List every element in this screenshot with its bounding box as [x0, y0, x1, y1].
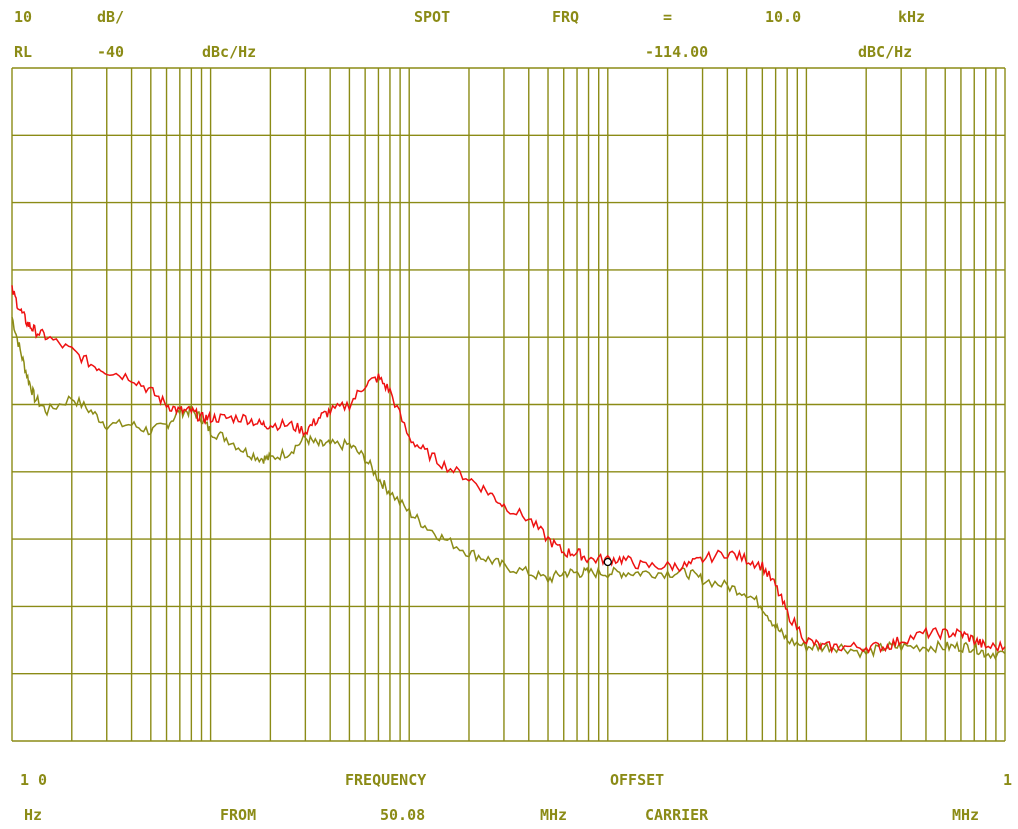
spot-label: SPOT [414, 8, 451, 26]
ref-level-value: -40 [97, 43, 125, 61]
spot-frequency: 10.0 [765, 8, 802, 26]
start-frequency: 1 0 [20, 771, 48, 789]
frq-label: FRQ [552, 8, 580, 26]
plot-markers [603, 557, 612, 567]
ref-level-label: RL [14, 43, 33, 61]
spot-marker [603, 557, 612, 567]
trace-olive [11, 316, 1006, 661]
equals-sign: = [663, 8, 673, 26]
marker-readout: -114.00 [645, 43, 709, 61]
frequency-label: FREQUENCY [345, 771, 427, 789]
from-label: FROM [220, 806, 257, 824]
trace-red [11, 285, 1006, 654]
ref-level-unit: dBc/Hz [202, 43, 257, 61]
stop-frequency: 1 [1003, 771, 1013, 789]
plot-grid [11, 67, 1006, 742]
start-frequency-unit: Hz [24, 806, 43, 824]
carrier-label: CARRIER [645, 806, 709, 824]
carrier-frequency: 50.08 [380, 806, 426, 824]
carrier-frequency-unit: MHz [540, 806, 568, 824]
stop-frequency-unit: MHz [952, 806, 980, 824]
marker-readout-unit: dBC/Hz [858, 43, 913, 61]
spot-frequency-unit: kHz [898, 8, 926, 26]
scale-value: 10 [14, 8, 33, 26]
offset-label: OFFSET [610, 771, 665, 789]
scale-unit: dB/ [97, 8, 125, 26]
plot-traces [11, 285, 1006, 661]
